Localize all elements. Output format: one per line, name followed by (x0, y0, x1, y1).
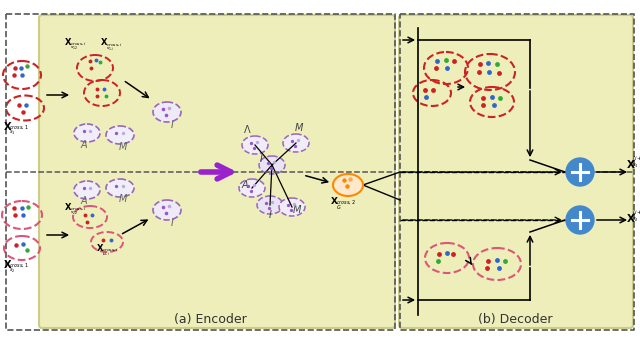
Text: $M$: $M$ (118, 192, 128, 204)
Text: ${}_{b_{i,i}}^{cross,i}$: ${}_{b_{i,i}}^{cross,i}$ (102, 247, 119, 258)
Text: $A$: $A$ (80, 138, 88, 150)
Text: $\mathbf{X}$: $\mathbf{X}$ (3, 258, 12, 270)
Ellipse shape (283, 134, 309, 152)
Text: ${}_{G}^{cross,2}$: ${}_{G}^{cross,2}$ (336, 198, 356, 212)
Text: $A$: $A$ (241, 178, 250, 190)
Ellipse shape (106, 179, 134, 197)
Text: ${}_{s_{1,i}}^{cross,i}$: ${}_{s_{1,i}}^{cross,i}$ (106, 42, 123, 52)
Circle shape (566, 158, 594, 186)
Text: $\mathbf{X}$: $\mathbf{X}$ (3, 120, 12, 132)
Text: (b) Decoder: (b) Decoder (477, 313, 552, 326)
Text: $M$: $M$ (292, 203, 302, 215)
Circle shape (566, 206, 594, 234)
Ellipse shape (153, 102, 181, 122)
Ellipse shape (74, 124, 100, 142)
Ellipse shape (333, 174, 363, 196)
Text: $I$: $I$ (170, 216, 175, 228)
Text: $I$: $I$ (268, 208, 273, 220)
Text: ${}_{s_{22}}^{cross,i}$: ${}_{s_{22}}^{cross,i}$ (70, 206, 87, 217)
Text: ${}_{s_1}^{(i+1)}$: ${}_{s_1}^{(i+1)}$ (632, 154, 640, 169)
Ellipse shape (153, 200, 181, 220)
FancyBboxPatch shape (39, 15, 395, 328)
Text: $\mathbf{X}$: $\mathbf{X}$ (626, 158, 636, 170)
Text: $\mathbf{X}$: $\mathbf{X}$ (626, 212, 636, 224)
Text: $I$: $I$ (170, 118, 175, 130)
Text: $\mathbf{X}$: $\mathbf{X}$ (64, 201, 72, 212)
Ellipse shape (259, 156, 285, 174)
Text: $\mathbf{X}$: $\mathbf{X}$ (96, 242, 104, 253)
Text: ${}_{s_1}^{cross,1}$: ${}_{s_1}^{cross,1}$ (9, 124, 29, 138)
Text: $\mathbf{X}$: $\mathbf{X}$ (100, 36, 108, 47)
Ellipse shape (279, 198, 305, 216)
Ellipse shape (239, 179, 265, 197)
Text: $M$: $M$ (118, 140, 128, 152)
Text: $\mathbf{X}$: $\mathbf{X}$ (330, 195, 339, 206)
Ellipse shape (257, 196, 283, 214)
Text: $\Lambda$: $\Lambda$ (243, 123, 252, 135)
Ellipse shape (74, 181, 100, 199)
Ellipse shape (106, 126, 134, 144)
Text: (a) Encoder: (a) Encoder (173, 313, 246, 326)
Text: $M$: $M$ (294, 121, 304, 133)
Text: $I$: $I$ (259, 152, 264, 164)
Text: ${}_{s_2}^{(i+1)}$: ${}_{s_2}^{(i+1)}$ (632, 208, 640, 224)
Text: ${}_{s_{12}}^{cross,i}$: ${}_{s_{12}}^{cross,i}$ (70, 41, 87, 52)
Text: $A$: $A$ (80, 194, 88, 206)
Ellipse shape (242, 136, 268, 154)
FancyBboxPatch shape (399, 15, 633, 328)
Text: ${}_{s_2}^{cross,1}$: ${}_{s_2}^{cross,1}$ (9, 262, 29, 276)
Text: $\mathbf{X}$: $\mathbf{X}$ (64, 36, 72, 47)
